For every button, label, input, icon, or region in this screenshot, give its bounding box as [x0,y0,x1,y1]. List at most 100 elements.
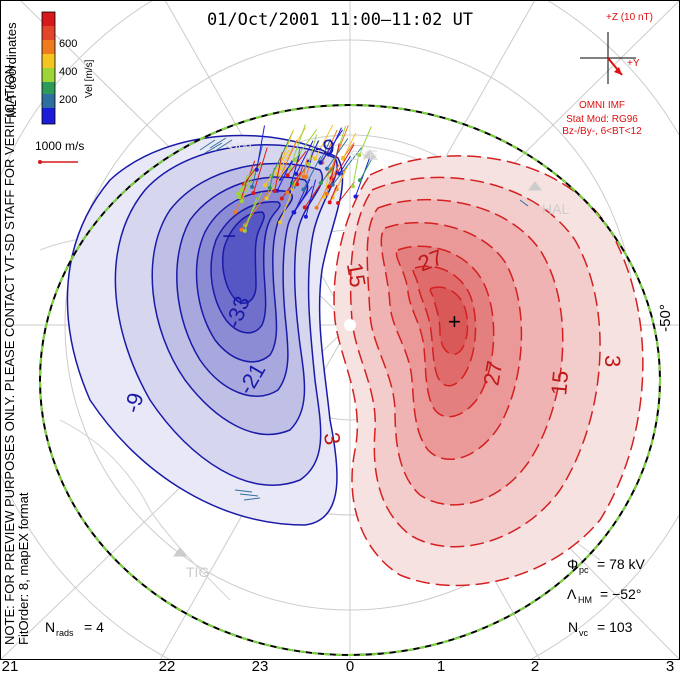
velocity-vector-origin [301,174,306,179]
stat-phi: Φ pc = 78 kV [567,556,646,575]
velocity-vector [256,125,265,170]
positive-potential-cell [333,155,644,587]
imf-source: OMNI IMF [579,100,625,111]
velocity-vector-origin [254,167,259,172]
mlt-tick-1: 1 [437,658,445,674]
velocity-vector-origin [324,191,329,196]
velocity-vector [308,134,317,165]
velocity-vector [264,149,290,186]
fit-order-note: FitOrder: 8, mapEX format [16,492,31,645]
station-label-tig: TIG [186,564,209,580]
velocity-vector [241,189,271,230]
stat-lambda: Λ HM = −52° [567,586,641,605]
velocity-vector-origin [278,220,283,225]
imf-clock [580,32,636,84]
velocity-vector [359,154,375,181]
velocity-vector-origin [314,205,319,210]
imf-z-label: +Z (10 nT) [606,12,653,23]
colorbar-tick-600: 600 [59,38,77,50]
velocity-vector [319,138,332,163]
velocity-vector-origin [327,200,332,205]
velocity-vector-origin [327,184,332,189]
velocity-vector [314,124,334,160]
preview-note: NOTE: FOR PREVIEW PURPOSES ONLY. PLEASE … [2,61,17,645]
mlt-axis: 21 22 23 0 1 2 3 [2,658,675,674]
velocity-vector [288,152,301,192]
velocity-vector [295,140,314,175]
coords-label: MLT coordinates [4,22,19,118]
velocity-vector-origin [340,156,345,161]
velocity-vector [329,184,338,203]
velocity-vector-origin [303,214,308,219]
svg-text:vc: vc [579,628,589,638]
station-label-sye: SYE [350,147,378,163]
velocity-vector [330,143,340,179]
velocity-vector [241,162,263,191]
station-markers [173,149,542,557]
station-vectors-left [199,137,529,501]
velocity-vector [330,125,349,170]
velocity-vector-origin [313,156,317,161]
velocity-vector-origin [295,182,300,187]
velocity-vector [243,161,262,185]
mlt-tick-3: 3 [666,658,674,674]
svg-text:HM: HM [578,595,592,605]
colorbar-tick-400: 400 [59,66,77,78]
velocity-vector-origin [350,184,355,189]
velocity-vector [287,150,307,176]
velocity-vectors [233,124,375,233]
velocity-vector-origin [285,190,290,195]
vector-scale-bar [38,160,78,164]
velocity-vector [234,193,245,213]
svg-text:N: N [568,619,578,635]
mlt-tick-2: 2 [531,658,539,674]
negative-potential-cell [66,134,344,526]
velocity-vector [342,132,357,159]
station-label-san: SAN [225,140,252,155]
velocity-vector-origin [292,158,297,163]
velocity-vector [241,179,252,202]
svg-text:N: N [45,619,55,635]
velocity-vector [305,154,313,178]
contour-label-pos-2: 15 [342,261,371,289]
max-marker: + [448,309,461,334]
svg-text:= 103: = 103 [597,619,633,635]
velocity-vector-origin [353,194,358,199]
velocity-vector [269,167,275,189]
velocity-vector-origin [330,182,335,187]
velocity-vector [294,129,318,161]
velocity-vector-origin [239,199,244,204]
imf-condition: Bz-/By-, 6<BT<12 [562,126,642,137]
mlt-tick-22: 22 [159,658,176,674]
svg-text:= 4: = 4 [84,619,104,635]
min-marker: − [222,223,236,250]
mlt-tick-23: 23 [252,658,269,674]
velocity-vector [303,155,322,190]
svg-text:Φ: Φ [567,556,578,572]
svg-text:pc: pc [579,565,589,575]
velocity-vector-origin [239,227,244,232]
velocity-vector-origin [279,196,284,201]
contour-label-pos-4: 15 [546,370,573,397]
velocity-vector-origin [358,178,362,183]
velocity-vector [352,154,360,187]
velocity-vector [279,157,296,180]
velocity-vector [252,147,268,194]
svg-text:rads: rads [56,628,74,638]
velocity-vector-origin [267,185,272,190]
velocity-vector-origin [236,191,241,196]
station-label-hal: HAL [542,201,569,217]
velocity-vector-origin [336,201,341,205]
convection-boundary [39,104,661,656]
velocity-vector [279,139,298,178]
velocity-vector [320,166,335,184]
contour-label-pos-6: 3 [319,430,346,446]
velocity-vector-origin [318,181,323,185]
velocity-vector-origin [264,196,269,201]
velocity-vector-origin [326,152,331,157]
velocity-vector-origin [306,162,311,166]
velocity-vector-origin [250,184,255,189]
colorbar-tick-200: 200 [59,94,77,106]
velocity-vector [305,179,317,217]
